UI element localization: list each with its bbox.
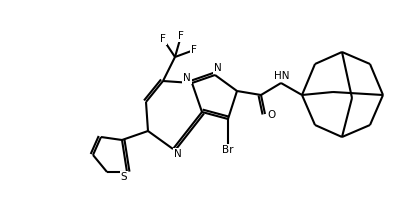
Text: S: S — [121, 172, 127, 182]
Text: HN: HN — [274, 71, 290, 81]
Text: O: O — [268, 110, 276, 120]
Text: N: N — [183, 73, 191, 83]
Text: F: F — [178, 31, 184, 41]
Text: Br: Br — [222, 145, 234, 155]
Text: N: N — [174, 149, 182, 159]
Text: F: F — [160, 34, 166, 44]
Text: F: F — [191, 45, 197, 55]
Text: N: N — [214, 63, 222, 73]
